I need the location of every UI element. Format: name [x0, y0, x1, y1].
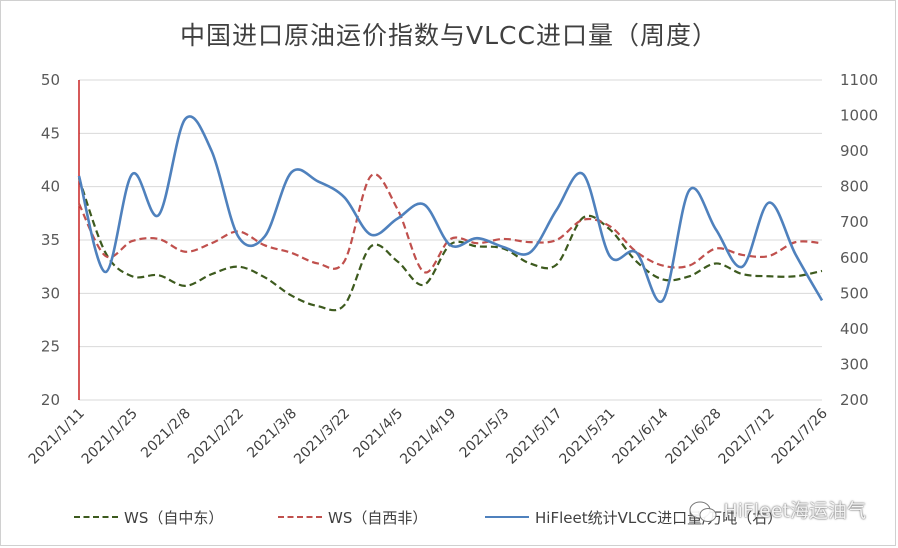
- legend-item-ws-west-africa: WS（自西非）: [278, 505, 427, 529]
- y-tick-label-right: 1100: [840, 71, 878, 89]
- series-line-vlcc-volume: [77, 115, 824, 304]
- legend-swatch-vlcc-volume: [485, 516, 529, 518]
- wechat-icon: [689, 501, 717, 522]
- y-tick-label-right: 1000: [840, 107, 878, 125]
- legend-label-ws-west-africa: WS（自西非）: [328, 508, 428, 527]
- legend-label-ws-middle-east: WS（自中东）: [124, 508, 224, 527]
- x-tick-label: 2021/5/3: [457, 406, 513, 462]
- x-tick-label: 2021/1/11: [26, 406, 88, 468]
- x-tick-label: 2021/6/14: [610, 405, 672, 467]
- y-tick-label-right: 600: [840, 249, 869, 267]
- x-tick-label: 2021/2/22: [185, 406, 247, 468]
- y-tick-label-left: 40: [41, 178, 60, 196]
- legend-label-vlcc-volume: HiFleet统计VLCC进口量/万吨（右）: [535, 508, 783, 527]
- y-tick-label-left: 20: [41, 391, 60, 409]
- x-tick-label: 2021/7/26: [769, 405, 831, 467]
- y-tick-label-left: 30: [41, 284, 60, 302]
- y-tick-label-right: 400: [840, 320, 869, 338]
- series-line-ws-west-africa: [78, 173, 823, 274]
- y-tick-label-right: 500: [840, 284, 869, 302]
- watermark-text: HiFleet海运油气: [723, 500, 866, 522]
- x-tick-label: 2021/1/25: [79, 406, 141, 468]
- y-tick-label-left: 25: [41, 338, 60, 356]
- legend-item-ws-middle-east: WS（自中东）: [74, 505, 223, 529]
- x-tick-label: 2021/4/5: [350, 406, 406, 462]
- y-tick-label-left: 45: [41, 124, 60, 142]
- legend-swatch-ws-west-africa: [278, 516, 322, 518]
- y-tick-label-right: 700: [840, 213, 869, 231]
- y-tick-label-right: 900: [840, 142, 869, 160]
- y-tick-label-left: 50: [41, 71, 60, 89]
- x-tick-label: 2021/7/12: [716, 406, 778, 468]
- y-tick-label-right: 300: [840, 355, 869, 373]
- chart-legend: WS（自中东） WS（自西非） HiFleet统计VLCC进口量/万吨（右）: [0, 505, 898, 529]
- x-tick-label: 2021/5/17: [503, 406, 565, 468]
- y-tick-label-left: 35: [41, 231, 60, 249]
- x-tick-label: 2021/4/19: [397, 406, 459, 468]
- legend-swatch-ws-middle-east: [74, 516, 118, 518]
- x-tick-label: 2021/6/28: [663, 406, 725, 468]
- x-tick-label: 2021/3/8: [244, 406, 300, 462]
- watermark: HiFleet海运油气: [689, 496, 866, 523]
- x-tick-label: 2021/5/31: [556, 406, 618, 468]
- chart-title: 中国进口原油运价指数与VLCC进口量（周度）: [180, 21, 718, 50]
- x-tick-label: 2021/2/8: [138, 406, 194, 462]
- x-tick-label: 2021/3/22: [291, 406, 353, 468]
- legend-item-vlcc-volume: HiFleet统计VLCC进口量/万吨（右）: [485, 505, 782, 529]
- y-tick-label-right: 800: [840, 178, 869, 196]
- y-tick-label-right: 200: [840, 391, 869, 409]
